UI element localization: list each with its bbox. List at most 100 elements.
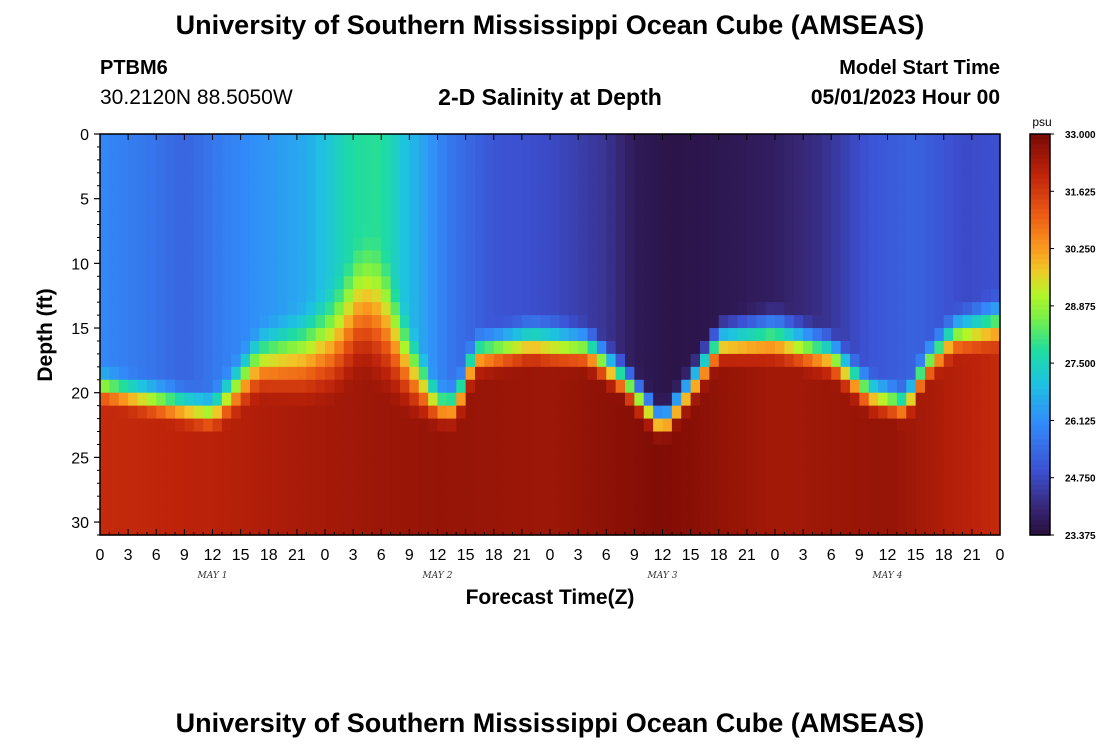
heatmap-cell <box>634 379 645 394</box>
heatmap-cell <box>840 379 851 394</box>
heatmap-cell <box>409 146 420 161</box>
heatmap-cell <box>493 315 504 329</box>
heatmap-cell <box>315 250 326 264</box>
heatmap-cell <box>334 418 345 433</box>
heatmap-cell <box>371 457 382 471</box>
heatmap-cell <box>343 276 354 290</box>
heatmap-cell <box>868 198 879 213</box>
colorbar-segment <box>1030 324 1050 331</box>
heatmap-cell <box>550 172 560 187</box>
heatmap-cell <box>962 457 973 471</box>
heatmap-cell <box>990 250 1001 264</box>
heatmap-cell <box>512 328 523 342</box>
heatmap-cell <box>850 418 860 433</box>
heatmap-cell <box>709 431 720 446</box>
heatmap-cell <box>240 392 251 407</box>
heatmap-cell <box>625 392 635 407</box>
heatmap-cell <box>446 457 457 471</box>
heatmap-cell <box>737 276 748 290</box>
heatmap-cell <box>428 185 439 200</box>
colorbar-segment <box>1030 199 1050 205</box>
heatmap-cell <box>362 522 373 536</box>
heatmap-cell <box>259 496 270 510</box>
colorbar-segment <box>1030 334 1050 341</box>
heatmap-cell <box>671 276 682 290</box>
heatmap-cell <box>456 366 467 381</box>
heatmap-cell <box>981 379 992 394</box>
heatmap-cell <box>568 483 579 497</box>
heatmap-cell <box>446 496 457 510</box>
colorbar-segment <box>1030 244 1050 250</box>
heatmap-cell <box>568 405 579 420</box>
x-tick-label: 21 <box>738 547 756 564</box>
heatmap-cell <box>559 146 570 161</box>
heatmap-cell <box>259 444 270 458</box>
heatmap-cell <box>831 302 842 316</box>
heatmap-cell <box>409 302 420 316</box>
colorbar-segment <box>1030 329 1050 336</box>
heatmap-cell <box>521 379 532 394</box>
heatmap-cell <box>203 340 214 355</box>
heatmap-cell <box>765 263 776 277</box>
heatmap-cell <box>362 315 373 329</box>
heatmap-cell <box>503 289 514 303</box>
heatmap-cell <box>231 172 242 187</box>
heatmap-cell <box>390 250 401 264</box>
heatmap-cell <box>109 211 120 226</box>
heatmap-cell <box>981 470 992 484</box>
heatmap-cell <box>137 483 148 497</box>
heatmap-cell <box>559 470 570 484</box>
heatmap-cell <box>962 496 973 510</box>
heatmap-cell <box>812 509 823 523</box>
heatmap-cell <box>615 328 626 342</box>
heatmap-cell <box>287 289 298 303</box>
heatmap-cell <box>118 418 129 433</box>
heatmap-cell <box>325 328 335 342</box>
heatmap-cell <box>484 405 495 420</box>
heatmap-cell <box>728 159 739 174</box>
heatmap-cell <box>175 315 185 329</box>
heatmap-cell <box>212 315 223 329</box>
heatmap-cell <box>906 431 917 446</box>
heatmap-cell <box>278 444 289 458</box>
heatmap-cell <box>634 198 645 213</box>
heatmap-cell <box>250 444 260 458</box>
x-tick-label: 15 <box>907 547 925 564</box>
heatmap-cell <box>765 392 776 407</box>
heatmap-cell <box>428 379 439 394</box>
heatmap-cell <box>278 522 289 536</box>
heatmap-cell <box>456 328 467 342</box>
heatmap-cell <box>240 470 251 484</box>
heatmap-cell <box>690 185 701 200</box>
heatmap-cell <box>868 366 879 381</box>
heatmap-cell <box>390 405 401 420</box>
heatmap-cell <box>793 211 804 226</box>
heatmap-cell <box>831 522 842 536</box>
heatmap-cell <box>296 340 307 355</box>
heatmap-cell <box>953 379 964 394</box>
heatmap-cell <box>465 237 476 252</box>
heatmap-cell <box>240 509 251 523</box>
heatmap-cell <box>925 289 935 303</box>
heatmap-cell <box>550 211 560 226</box>
heatmap-cell <box>315 224 326 239</box>
heatmap-cell <box>925 315 935 329</box>
heatmap-cell <box>512 289 523 303</box>
heatmap-cell <box>887 159 898 174</box>
heatmap-cell <box>175 302 185 316</box>
heatmap-cell <box>325 263 335 277</box>
heatmap-cell <box>362 405 373 420</box>
heatmap-cell <box>465 522 476 536</box>
heatmap-cell <box>343 418 354 433</box>
heatmap-cell <box>184 185 195 200</box>
heatmap-cell <box>259 457 270 471</box>
heatmap-cell <box>175 379 185 394</box>
heatmap-cell <box>428 418 439 433</box>
heatmap-cell <box>756 366 767 381</box>
heatmap-cell <box>521 134 532 148</box>
heatmap-cell <box>268 496 279 510</box>
heatmap-cell <box>550 134 560 148</box>
heatmap-cell <box>165 159 176 174</box>
heatmap-cell <box>193 457 204 471</box>
heatmap-cell <box>896 328 907 342</box>
